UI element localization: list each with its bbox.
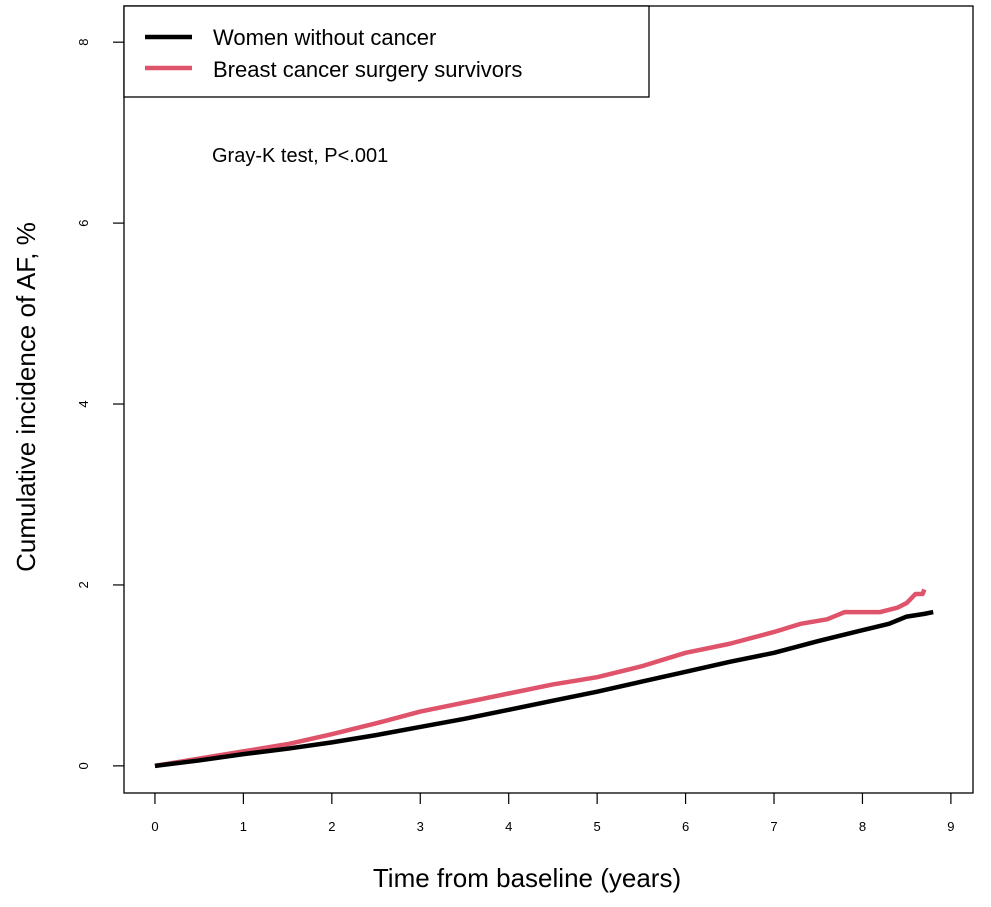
series-line-breast-cancer-surgery-survivors bbox=[154, 588, 927, 769]
y-tick-label: 2 bbox=[76, 581, 91, 588]
annotation-text: Gray-K test, P<.001 bbox=[212, 145, 388, 167]
x-tick-label: 1 bbox=[240, 819, 247, 834]
y-axis-title: Cumulative incidence of AF, % bbox=[11, 222, 41, 572]
y-tick-label: 8 bbox=[76, 39, 91, 46]
y-tick-label: 6 bbox=[76, 219, 91, 226]
y-axis: 0 2 4 6 8 bbox=[76, 39, 124, 769]
legend: Women without cancer Breast cancer surge… bbox=[123, 5, 650, 98]
x-axis: 0 1 2 3 4 5 6 7 8 9 bbox=[151, 793, 955, 834]
x-tick-label: 8 bbox=[859, 819, 866, 834]
y-tick-label: 0 bbox=[76, 762, 91, 769]
plot-frame bbox=[123, 5, 974, 794]
x-tick-label: 6 bbox=[682, 819, 689, 834]
x-tick-label: 5 bbox=[594, 819, 601, 834]
series-layer bbox=[154, 588, 934, 769]
x-axis-title: Time from baseline (years) bbox=[373, 863, 681, 893]
y-tick-label: 4 bbox=[76, 400, 91, 407]
series-line-women-without-cancer bbox=[154, 609, 934, 769]
legend-label-women-without-cancer: Women without cancer bbox=[213, 25, 436, 50]
x-tick-label: 3 bbox=[417, 819, 424, 834]
legend-box bbox=[123, 5, 650, 98]
x-tick-label: 4 bbox=[505, 819, 512, 834]
x-tick-label: 2 bbox=[328, 819, 335, 834]
legend-label-breast-cancer-surgery-survivors: Breast cancer surgery survivors bbox=[213, 57, 522, 82]
x-tick-label: 0 bbox=[151, 819, 158, 834]
x-tick-label: 7 bbox=[770, 819, 777, 834]
x-tick-label: 9 bbox=[947, 819, 954, 834]
